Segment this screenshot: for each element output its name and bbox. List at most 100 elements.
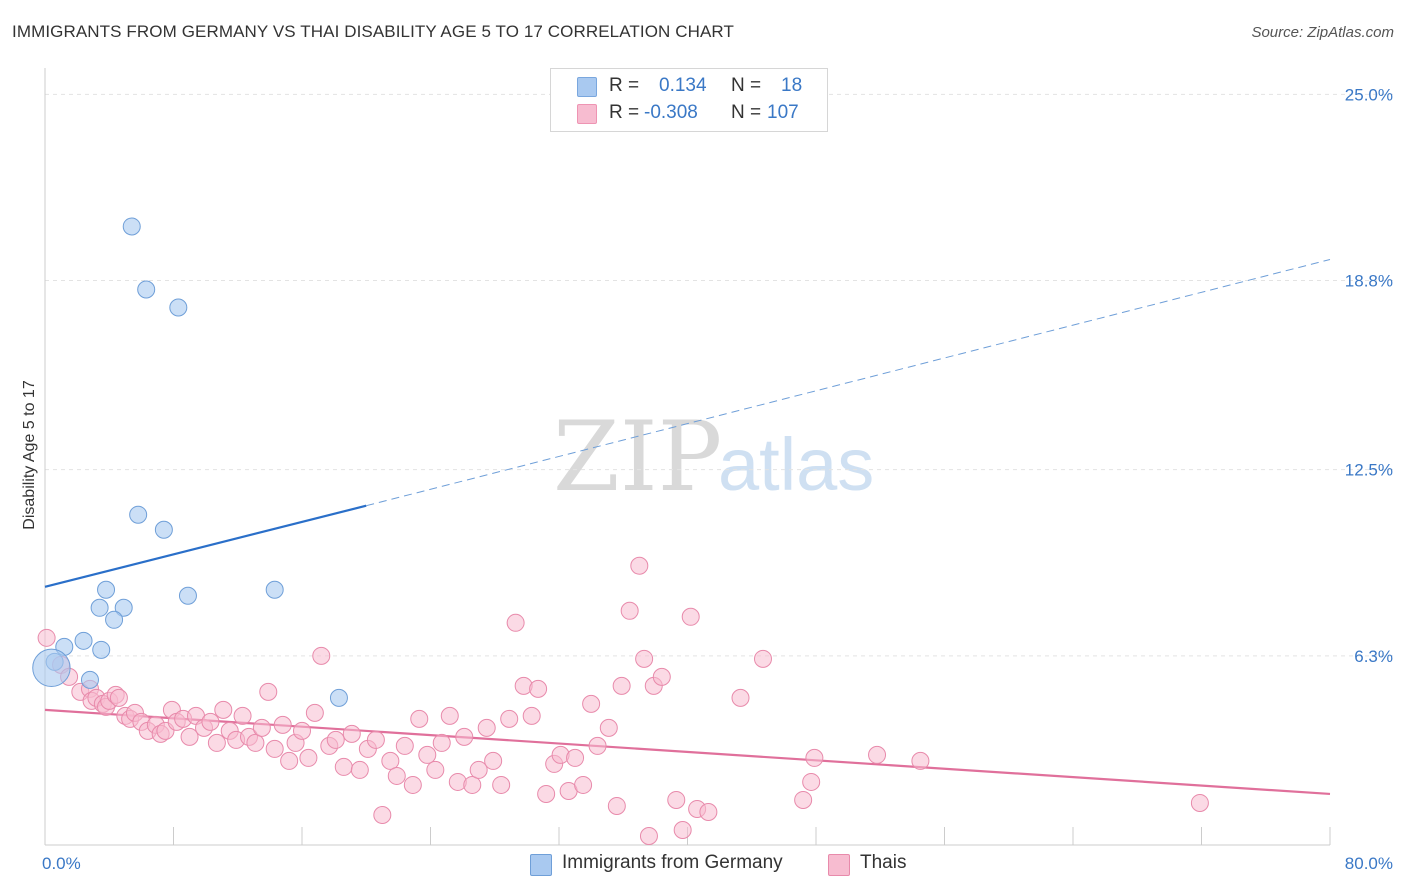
germany-point: [105, 610, 124, 629]
thais-point: [312, 646, 331, 665]
thais-point: [639, 826, 658, 845]
thais-point: [246, 733, 265, 752]
thais-point: [514, 676, 533, 695]
thais-point: [381, 751, 400, 770]
germany-point: [137, 280, 156, 299]
thais-point: [373, 805, 392, 824]
thais-point: [426, 760, 445, 779]
germany-point: [169, 298, 188, 317]
thais-point: [214, 700, 233, 719]
thais-point: [299, 748, 318, 767]
thais-point: [652, 667, 671, 686]
thais-point: [673, 820, 692, 839]
y-tick-label: 18.8%: [1345, 272, 1393, 291]
bottom-legend-label-germany: Immigrants from Germany: [562, 852, 783, 873]
thais-point: [265, 739, 284, 758]
thais-point: [582, 694, 601, 713]
tick-labels: 6.3% 12.5% 18.8% 25.0% 0.0% 80.0%: [42, 85, 1393, 873]
thais-point: [342, 724, 361, 743]
x-tick-label: 80.0%: [1345, 854, 1393, 873]
germany-point: [114, 598, 133, 617]
thais-point: [201, 712, 220, 731]
thais-point: [500, 709, 519, 728]
thais-point: [607, 796, 626, 815]
germany-point: [265, 580, 284, 599]
thais-point: [350, 760, 369, 779]
thais-point: [326, 730, 345, 749]
bottom-legend-swatch-germany: [530, 854, 552, 876]
legend-n-value: 18: [781, 75, 803, 96]
y-axis-label: Disability Age 5 to 17: [21, 380, 38, 530]
thais-point: [802, 772, 821, 791]
thais-point: [699, 802, 718, 821]
thais-point: [805, 748, 824, 767]
data-points: [32, 217, 1209, 845]
thais-point: [259, 682, 278, 701]
thais-point: [599, 718, 618, 737]
thais-point: [403, 775, 422, 794]
bottom-legend-swatch-thais: [828, 854, 850, 876]
thais-point: [588, 736, 607, 755]
bottom-legend-label-thais: Thais: [860, 852, 907, 873]
y-tick-label: 12.5%: [1345, 461, 1393, 480]
germany-point: [80, 670, 99, 689]
legend-swatch-thais: [577, 104, 597, 124]
watermark: ZIP atlas: [553, 401, 874, 513]
germany-point: [154, 520, 173, 539]
thais-point: [635, 649, 654, 668]
thais-point: [293, 721, 311, 740]
legend-r-label: R =: [609, 102, 640, 123]
thais-point: [440, 706, 459, 725]
germany-point: [74, 631, 93, 650]
thais-point: [432, 733, 451, 752]
thais-point: [455, 727, 474, 746]
thais-point: [463, 775, 482, 794]
thais-point: [529, 679, 548, 698]
thais-point: [37, 628, 56, 647]
germany-point: [329, 688, 348, 707]
thais-point: [620, 601, 639, 620]
thais-point: [280, 751, 299, 770]
y-tick-label: 25.0%: [1345, 85, 1393, 104]
thais-point: [334, 757, 353, 776]
thais-point: [492, 775, 511, 794]
thais-point: [252, 718, 271, 737]
thais-point: [506, 613, 525, 632]
thais-point: [395, 736, 414, 755]
thais-point: [630, 556, 649, 575]
thais-point: [911, 751, 930, 770]
thais-point: [566, 748, 585, 767]
germany-point: [97, 580, 116, 599]
thais-point: [574, 775, 593, 794]
grid-lines: [45, 93, 1395, 657]
germany-trend-line: [44, 504, 367, 588]
thais-point: [273, 715, 292, 734]
thais-point: [681, 607, 700, 626]
watermark-zip: ZIP: [553, 401, 722, 513]
thais-point: [109, 688, 128, 707]
legend-swatch-germany: [577, 77, 597, 97]
legend-r-value: -0.308: [644, 102, 698, 123]
legend-r-value: 0.134: [659, 75, 707, 96]
thais-point: [667, 790, 686, 809]
thais-point: [868, 745, 887, 764]
thais-point: [551, 745, 570, 764]
germany-point: [129, 505, 148, 524]
legend-r-label: R =: [609, 75, 640, 96]
thais-point: [537, 784, 556, 803]
chart-title: IMMIGRANTS FROM GERMANY VS THAI DISABILI…: [12, 22, 734, 41]
y-tick-label: 6.3%: [1354, 647, 1393, 666]
thais-point: [305, 703, 324, 722]
legend-n-label: N =: [731, 102, 762, 123]
x-tick-label: 0.0%: [42, 854, 81, 873]
thais-point: [469, 760, 488, 779]
thais-point: [366, 730, 385, 749]
thais-point: [612, 676, 631, 695]
thais-point: [522, 706, 541, 725]
legend-n-label: N =: [731, 75, 762, 96]
legend-n-value: 107: [767, 102, 799, 123]
source-label: Source: ZipAtlas.com: [1251, 24, 1394, 41]
thais-point: [484, 751, 503, 770]
germany-point: [122, 217, 141, 236]
